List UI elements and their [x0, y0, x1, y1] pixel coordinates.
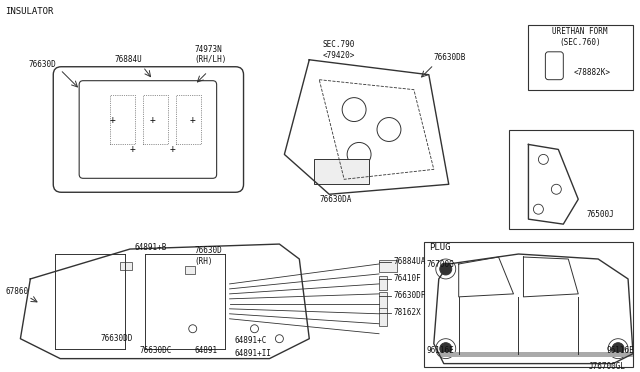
Text: <78882K>: <78882K> — [573, 68, 611, 77]
Text: 64891+C: 64891+C — [235, 336, 267, 345]
Text: 64891: 64891 — [195, 346, 218, 355]
Text: INSULATOR: INSULATOR — [6, 7, 54, 16]
Text: 76884UA: 76884UA — [394, 257, 426, 266]
Text: 67860: 67860 — [6, 288, 29, 296]
Bar — [379, 260, 397, 272]
Text: 78162X: 78162X — [394, 308, 422, 317]
Text: 96116E: 96116E — [606, 346, 634, 355]
Circle shape — [440, 343, 452, 355]
Bar — [424, 242, 633, 366]
Bar — [314, 159, 369, 184]
Bar — [529, 25, 633, 90]
Text: 76630DF: 76630DF — [394, 291, 426, 300]
Text: +: + — [110, 115, 116, 125]
Bar — [143, 94, 168, 144]
Bar — [379, 276, 387, 290]
Text: 76500J: 76500J — [586, 210, 614, 219]
Text: 76630D
(RH): 76630D (RH) — [195, 246, 223, 266]
Bar — [185, 266, 195, 274]
Text: 76630DA: 76630DA — [319, 195, 351, 204]
Bar — [176, 94, 201, 144]
Text: 76700G: 76700G — [427, 260, 454, 269]
Circle shape — [612, 343, 624, 355]
Text: +: + — [190, 115, 196, 125]
Text: URETHAN FORM
(SEC.760): URETHAN FORM (SEC.760) — [552, 27, 608, 46]
Text: 76630DD: 76630DD — [100, 334, 132, 343]
Text: 76630DC: 76630DC — [140, 346, 172, 355]
Text: 76884U: 76884U — [114, 55, 142, 64]
Text: 64891+II: 64891+II — [235, 349, 271, 358]
Bar — [379, 292, 387, 310]
Text: SEC.790
<79420>: SEC.790 <79420> — [323, 40, 355, 60]
Text: 76630DB: 76630DB — [434, 53, 466, 62]
Text: +: + — [170, 144, 176, 154]
Text: J76700GL: J76700GL — [588, 362, 625, 371]
Text: 96116E: 96116E — [427, 346, 454, 355]
Text: 64891+B: 64891+B — [135, 243, 167, 251]
Bar — [379, 308, 387, 326]
Circle shape — [440, 263, 452, 275]
Bar — [110, 94, 135, 144]
Bar — [120, 262, 132, 270]
Text: +: + — [150, 115, 156, 125]
Bar — [439, 352, 633, 357]
Text: 76410F: 76410F — [394, 275, 422, 283]
Text: 74973N
(RH/LH): 74973N (RH/LH) — [195, 45, 227, 64]
Text: +: + — [130, 144, 136, 154]
Bar — [509, 129, 633, 229]
Text: PLUG: PLUG — [429, 243, 451, 251]
Text: 76630D: 76630D — [28, 60, 56, 69]
